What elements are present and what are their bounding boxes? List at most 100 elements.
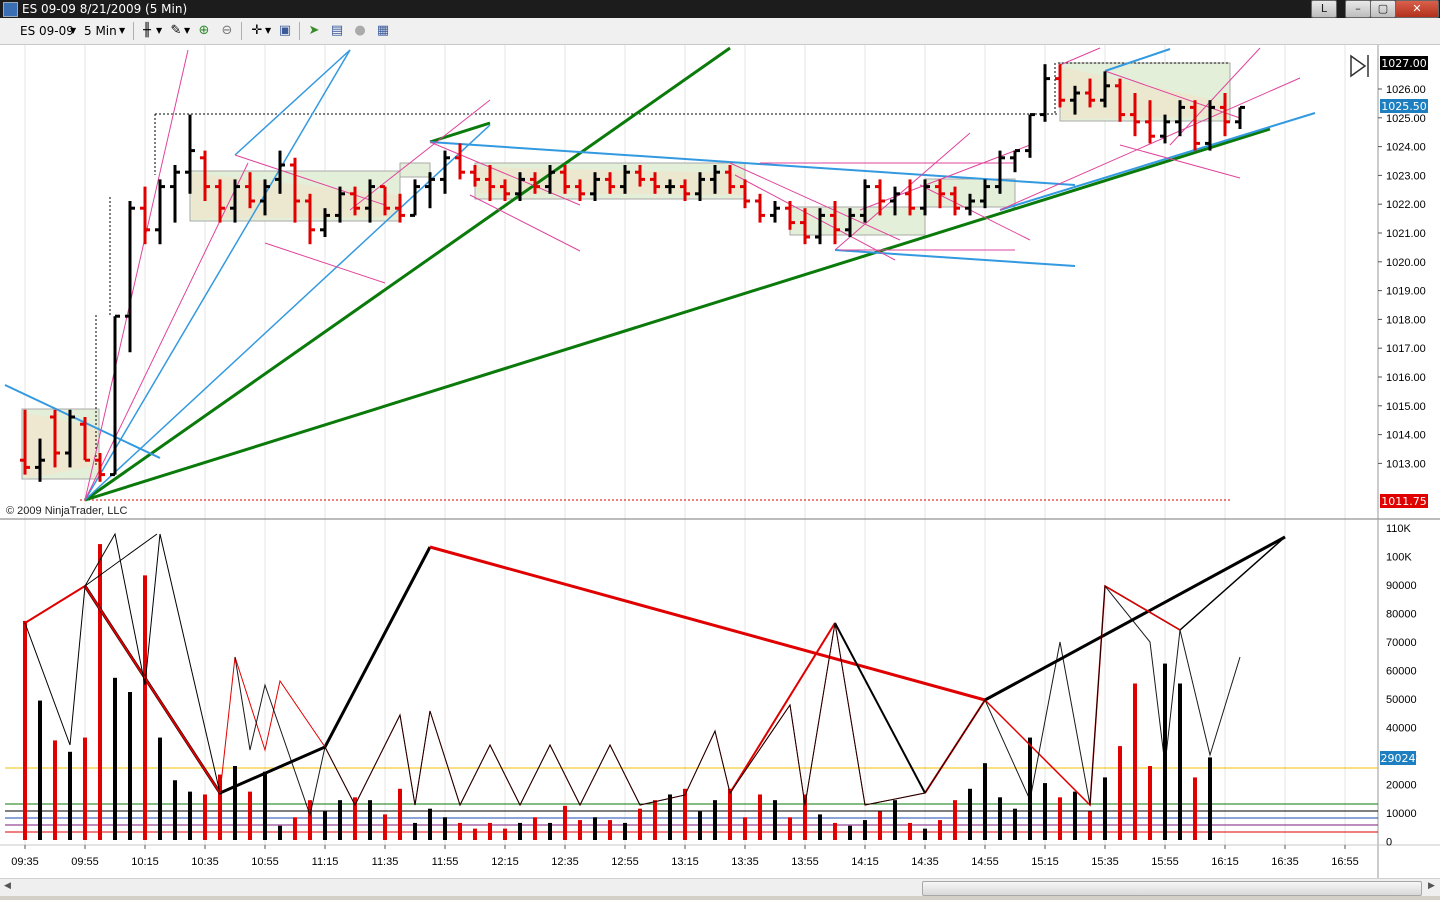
price-bar (20, 409, 30, 475)
toolbar: ES 09-09 ▼ 5 Min ▼ ╫ ▼ ✎ ▼ ⊕ ⊖ ✛ ▼ ▣ ➤ ▤… (0, 18, 1440, 45)
volume-bar (173, 780, 177, 840)
volume-bar (293, 817, 297, 840)
link-button[interactable]: L (1311, 0, 1337, 18)
volume-bar (143, 575, 147, 840)
price-tick-label: 1020.00 (1386, 257, 1426, 269)
volume-bar (968, 788, 972, 840)
high-price-marker: 1027.00 (1381, 57, 1427, 70)
price-tick-label: 1018.00 (1386, 314, 1426, 326)
volume-bar (1208, 757, 1212, 840)
time-axis: 09:35 09:55 10:15 10:35 10:55 11:15 11:35 11:55… (11, 845, 1359, 868)
volume-bar (188, 791, 192, 840)
volume-tick-label: 70000 (1386, 637, 1417, 649)
time-tick-label: 15:15 (1031, 856, 1059, 868)
price-bar (1190, 100, 1200, 151)
horizontal-scrollbar[interactable]: ◀ ▶ (0, 878, 1440, 897)
volume-bar (548, 822, 552, 840)
price-bar (350, 186, 360, 216)
volume-bar (863, 820, 867, 840)
volume-bar (308, 800, 312, 840)
instrument-dropdown-icon[interactable]: ▼ (70, 26, 77, 35)
play-icon[interactable] (1350, 54, 1369, 78)
volume-bar (533, 817, 537, 840)
data-box-icon[interactable]: ▦ (376, 23, 390, 38)
time-tick-label: 12:35 (551, 856, 579, 868)
price-bar (875, 179, 885, 216)
price-bar (890, 186, 900, 216)
price-bar (815, 208, 825, 245)
volume-bar (608, 820, 612, 840)
volume-bar (698, 811, 702, 840)
price-tick-label: 1017.00 (1386, 343, 1426, 355)
minimize-button[interactable]: – (1345, 0, 1371, 18)
volume-bar (563, 805, 567, 840)
price-bar (905, 179, 915, 216)
volume-bar (998, 797, 1002, 840)
window-title: ES 09-09 8/21/2009 (5 Min) (22, 2, 188, 16)
chart-canvas[interactable]: © 2009 NinjaTrader, LLC 1026.001025.0010… (0, 45, 1440, 878)
interval-selector[interactable]: 5 Min (84, 24, 117, 38)
crosshair-dropdown-icon[interactable]: ▼ (265, 26, 272, 35)
volume-bar (23, 620, 27, 840)
price-bar (380, 185, 390, 216)
draw-tool-dropdown-icon[interactable]: ▼ (184, 26, 191, 35)
time-tick-label: 09:55 (71, 856, 99, 868)
scroll-right-icon[interactable]: ▶ (1428, 881, 1435, 891)
price-bar (1055, 64, 1065, 108)
price-bar (935, 179, 945, 209)
time-tick-label: 14:55 (971, 856, 999, 868)
volume-bar (1193, 777, 1197, 840)
strategy-icon[interactable]: ➤ (308, 23, 320, 38)
scroll-left-icon[interactable]: ◀ (4, 881, 11, 891)
scrollbar-thumb[interactable] (922, 881, 1422, 896)
volume-bar (68, 751, 72, 840)
price-bar (665, 179, 675, 194)
time-tick-label: 11:15 (312, 856, 339, 868)
instrument-selector[interactable]: ES 09-09 (20, 24, 74, 38)
price-bar (245, 172, 255, 209)
interval-dropdown-icon[interactable]: ▼ (119, 26, 126, 35)
price-bar (80, 417, 90, 462)
toolbar-separator (241, 22, 242, 40)
record-icon[interactable]: ● (354, 23, 366, 38)
zoom-in-icon[interactable]: ⊕ (198, 23, 210, 38)
volume-tick-label: 50000 (1386, 694, 1417, 706)
close-button[interactable]: ✕ (1395, 0, 1439, 18)
time-tick-label: 12:15 (491, 856, 519, 868)
price-bar (1205, 100, 1215, 151)
bar-style-icon[interactable]: ╫ (143, 23, 151, 38)
volume-bar (98, 544, 102, 840)
volume-bar (398, 788, 402, 840)
price-bar (425, 172, 435, 209)
volume-tick-label: 0 (1386, 837, 1392, 849)
time-tick-label: 13:35 (731, 856, 759, 868)
indicator-icon[interactable]: ▤ (330, 23, 344, 38)
volume-bar (1028, 737, 1032, 840)
price-bar (1010, 149, 1020, 173)
zoom-out-icon[interactable]: ⊖ (221, 23, 233, 38)
price-bar (695, 172, 705, 201)
price-bar (965, 193, 975, 216)
time-tick-label: 13:15 (671, 856, 699, 868)
volume-bar (803, 794, 807, 840)
price-tick-label: 1022.00 (1386, 199, 1426, 211)
volume-bar (773, 800, 777, 840)
last-price-marker: 1025.50 (1381, 100, 1427, 113)
bar-style-dropdown-icon[interactable]: ▼ (156, 26, 163, 35)
volume-bar (473, 828, 477, 840)
volume-tick-label: 20000 (1386, 780, 1417, 792)
trend-line-green (84, 46, 731, 502)
trend-line-blue (4, 384, 161, 459)
volume-bar (1118, 746, 1122, 840)
price-bar (410, 179, 420, 217)
volume-bar (713, 800, 717, 840)
properties-icon[interactable]: ▣ (278, 23, 292, 38)
volume-bar (458, 822, 462, 840)
volume-bar (248, 791, 252, 840)
draw-tool-icon[interactable]: ✎ (170, 23, 182, 38)
volume-bar (908, 822, 912, 840)
volume-bar (923, 828, 927, 840)
price-bar (785, 201, 795, 230)
crosshair-icon[interactable]: ✛ (251, 23, 263, 38)
maximize-button[interactable]: ▢ (1370, 0, 1396, 18)
